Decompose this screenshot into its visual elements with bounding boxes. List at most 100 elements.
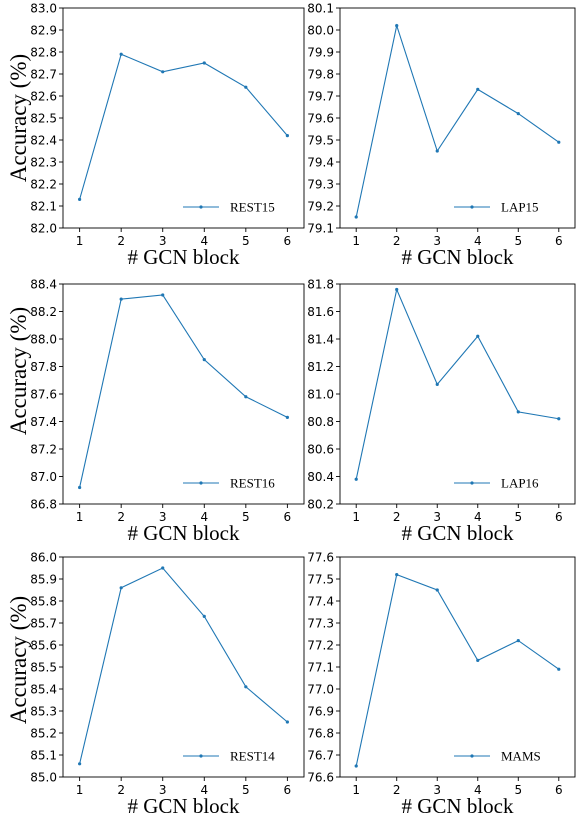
legend-marker	[199, 754, 203, 758]
x-tick-label: 2	[393, 783, 401, 797]
x-tick-label: 3	[433, 510, 441, 524]
x-tick-label: 3	[159, 234, 167, 248]
y-tick-label: 77.0	[307, 683, 334, 697]
chart-panel-2: 79.1 79.2 79.3 79.4 79.5 79.6 79.7 79.8 79.9 80.0…	[307, 2, 576, 269]
data-point	[476, 658, 480, 663]
y-tick-label: 77.1	[307, 661, 334, 675]
legend-label: LAP16	[501, 476, 539, 491]
y-tick-label: 85.6	[30, 639, 57, 653]
y-tick-label: 87.0	[30, 470, 57, 484]
data-point	[285, 720, 289, 724]
data-point	[119, 586, 123, 590]
y-tick-label: 76.6	[307, 771, 334, 785]
data-point	[119, 52, 123, 56]
data-point	[202, 61, 206, 65]
y-tick-label: 82.6	[30, 90, 57, 104]
x-tick-label: 6	[284, 234, 292, 248]
x-tick-label: 4	[200, 234, 208, 248]
x-tick-label: 1	[76, 783, 84, 797]
data-point	[476, 87, 480, 91]
chart-panel-3: 86.8 87.0 87.2 87.4 87.6 87.8 88.0 88.2 88.4 1 2 3 4…	[6, 278, 305, 545]
y-axis-label: Accuracy (%)	[6, 307, 31, 435]
data-point	[78, 485, 82, 490]
x-tick-label: 1	[352, 510, 360, 524]
y-tick-label: 80.4	[307, 470, 334, 484]
axes-frame	[339, 7, 576, 229]
chart-panel-1: 82.0 82.1 82.2 82.3 82.4 82.5 82.6 82.7 82.8 82.9…	[6, 2, 305, 269]
x-axis-label: # GCN block	[402, 521, 514, 545]
x-axis-label: # GCN block	[128, 521, 240, 545]
data-point	[161, 70, 165, 74]
legend-marker	[470, 205, 474, 209]
y-tick-label: 77.3	[307, 617, 334, 631]
y-tick-label: 80.0	[307, 24, 334, 38]
x-tick-label: 3	[433, 783, 441, 797]
legend-marker	[199, 205, 203, 209]
data-point	[557, 140, 561, 144]
y-tick-label: 81.4	[307, 333, 334, 347]
y-tick-label: 83.0	[30, 2, 57, 16]
x-tick-label: 5	[242, 510, 250, 524]
axes-frame	[62, 7, 305, 229]
x-tick-label: 4	[474, 234, 482, 248]
series-line	[79, 53, 288, 200]
legend-marker	[470, 481, 474, 485]
x-tick-label: 4	[474, 510, 482, 524]
y-tick-label: 81.6	[307, 305, 334, 319]
x-axis-label: # GCN block	[128, 794, 240, 818]
data-point	[557, 667, 561, 671]
chart-panel-4: 80.2 80.4 80.6 80.8 81.0 81.2 81.4 81.6 81.8 1 2 3 4…	[307, 278, 576, 545]
y-tick-label: 85.5	[30, 661, 57, 675]
y-tick-label: 77.4	[307, 595, 334, 609]
data-point	[202, 614, 206, 619]
y-tick-label: 81.0	[307, 388, 334, 402]
y-tick-label: 79.9	[307, 46, 334, 60]
x-tick-label: 3	[159, 783, 167, 797]
x-tick-label: 1	[76, 234, 84, 248]
y-tick-label: 79.2	[307, 200, 334, 214]
x-tick-label: 5	[514, 783, 522, 797]
y-tick-label: 77.5	[307, 573, 334, 587]
x-axis-label: # GCN block	[402, 794, 514, 818]
y-tick-label: 79.1	[307, 222, 334, 236]
y-tick-label: 80.8	[307, 415, 334, 429]
x-tick-label: 3	[433, 234, 441, 248]
y-tick-label: 82.5	[30, 112, 57, 126]
x-tick-label: 6	[284, 510, 292, 524]
x-tick-label: 2	[117, 234, 125, 248]
y-tick-label: 81.2	[307, 360, 334, 374]
data-point	[119, 297, 123, 301]
x-tick-label: 2	[393, 234, 401, 248]
data-point	[285, 415, 289, 419]
y-tick-label: 85.7	[30, 617, 57, 631]
data-point	[516, 112, 520, 116]
axes-frame	[339, 556, 576, 778]
data-point	[557, 417, 561, 421]
series-line	[355, 573, 560, 767]
x-tick-label: 3	[159, 510, 167, 524]
x-axis-label: # GCN block	[402, 245, 514, 269]
y-tick-label: 85.8	[30, 595, 57, 609]
data-point	[435, 149, 439, 153]
y-tick-label: 80.6	[307, 443, 334, 457]
y-tick-label: 82.9	[30, 24, 57, 38]
y-tick-label: 86.8	[30, 498, 57, 512]
data-point	[244, 685, 248, 689]
x-tick-label: 6	[555, 234, 563, 248]
legend-label: REST16	[230, 476, 275, 491]
legend-label: MAMS	[501, 749, 541, 764]
y-tick-label: 77.2	[307, 639, 334, 653]
y-tick-label: 87.6	[30, 388, 57, 402]
data-point	[516, 639, 520, 643]
data-point	[285, 134, 289, 138]
y-tick-label: 82.1	[30, 200, 57, 214]
x-tick-label: 1	[352, 783, 360, 797]
y-tick-label: 85.2	[30, 727, 57, 741]
axes-frame	[339, 283, 576, 505]
y-tick-label: 82.7	[30, 68, 57, 82]
data-point	[244, 85, 248, 89]
data-point	[395, 573, 399, 577]
x-tick-label: 6	[555, 783, 563, 797]
data-point	[354, 477, 358, 481]
data-point	[244, 395, 248, 399]
